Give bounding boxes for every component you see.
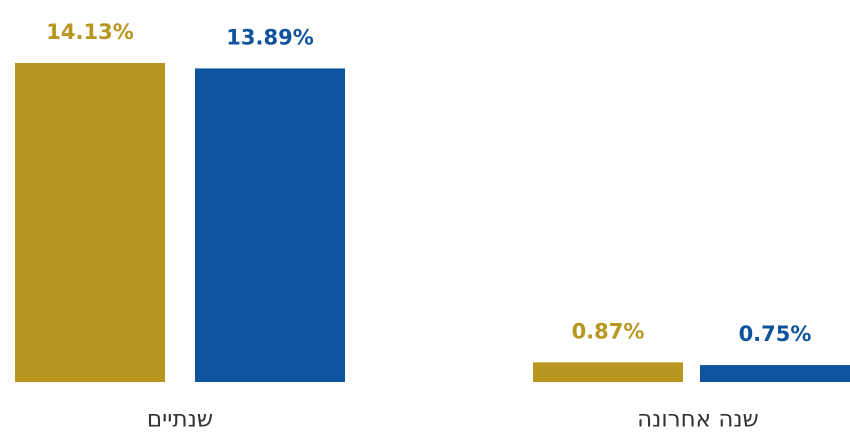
value-label: 13.89% (226, 25, 313, 49)
bar (15, 63, 165, 382)
category-label: שנה אחרונה (637, 407, 759, 433)
bar (533, 362, 683, 382)
value-label: 0.75% (739, 322, 812, 346)
value-label: 14.13% (46, 20, 133, 44)
bar (195, 68, 345, 382)
category-label: שנתיים (147, 407, 213, 433)
value-label: 0.87% (572, 319, 645, 343)
bar (700, 365, 850, 382)
